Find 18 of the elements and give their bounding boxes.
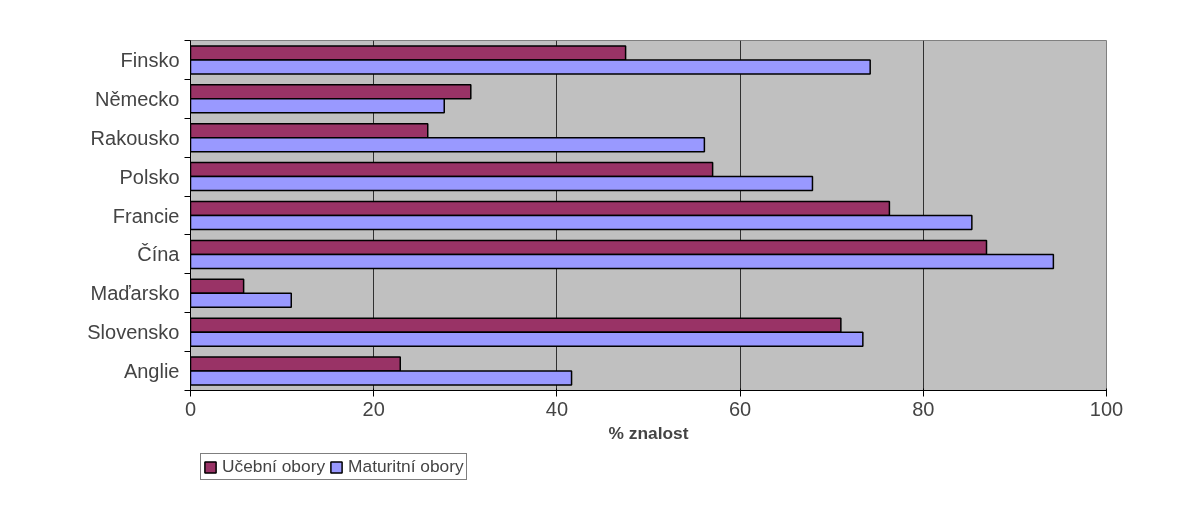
x-tick-label: 80	[912, 397, 935, 420]
y-tick-label: Finsko	[120, 48, 180, 71]
legend-label: Maturitní obory	[348, 456, 464, 477]
x-axis-title: % znalost	[608, 422, 689, 443]
y-tick-label: Francie	[112, 204, 180, 227]
y-tick-label: Slovensko	[87, 321, 180, 344]
legend-label: Učební obory	[222, 456, 326, 477]
y-tick-label: Německo	[95, 87, 180, 110]
x-tick-label: 20	[362, 397, 385, 420]
y-tick-label: Anglie	[123, 360, 180, 383]
y-tick-label: Čína	[137, 243, 181, 266]
y-tick-label: Polsko	[119, 165, 180, 188]
x-tick-label: 40	[545, 397, 569, 420]
y-tick-label: Rakousko	[90, 126, 180, 149]
x-tick-label: 100	[1089, 397, 1124, 420]
x-tick-label: 0	[184, 397, 197, 420]
x-tick-label: 60	[728, 397, 752, 420]
y-tick-label: Maďarsko	[90, 282, 180, 305]
